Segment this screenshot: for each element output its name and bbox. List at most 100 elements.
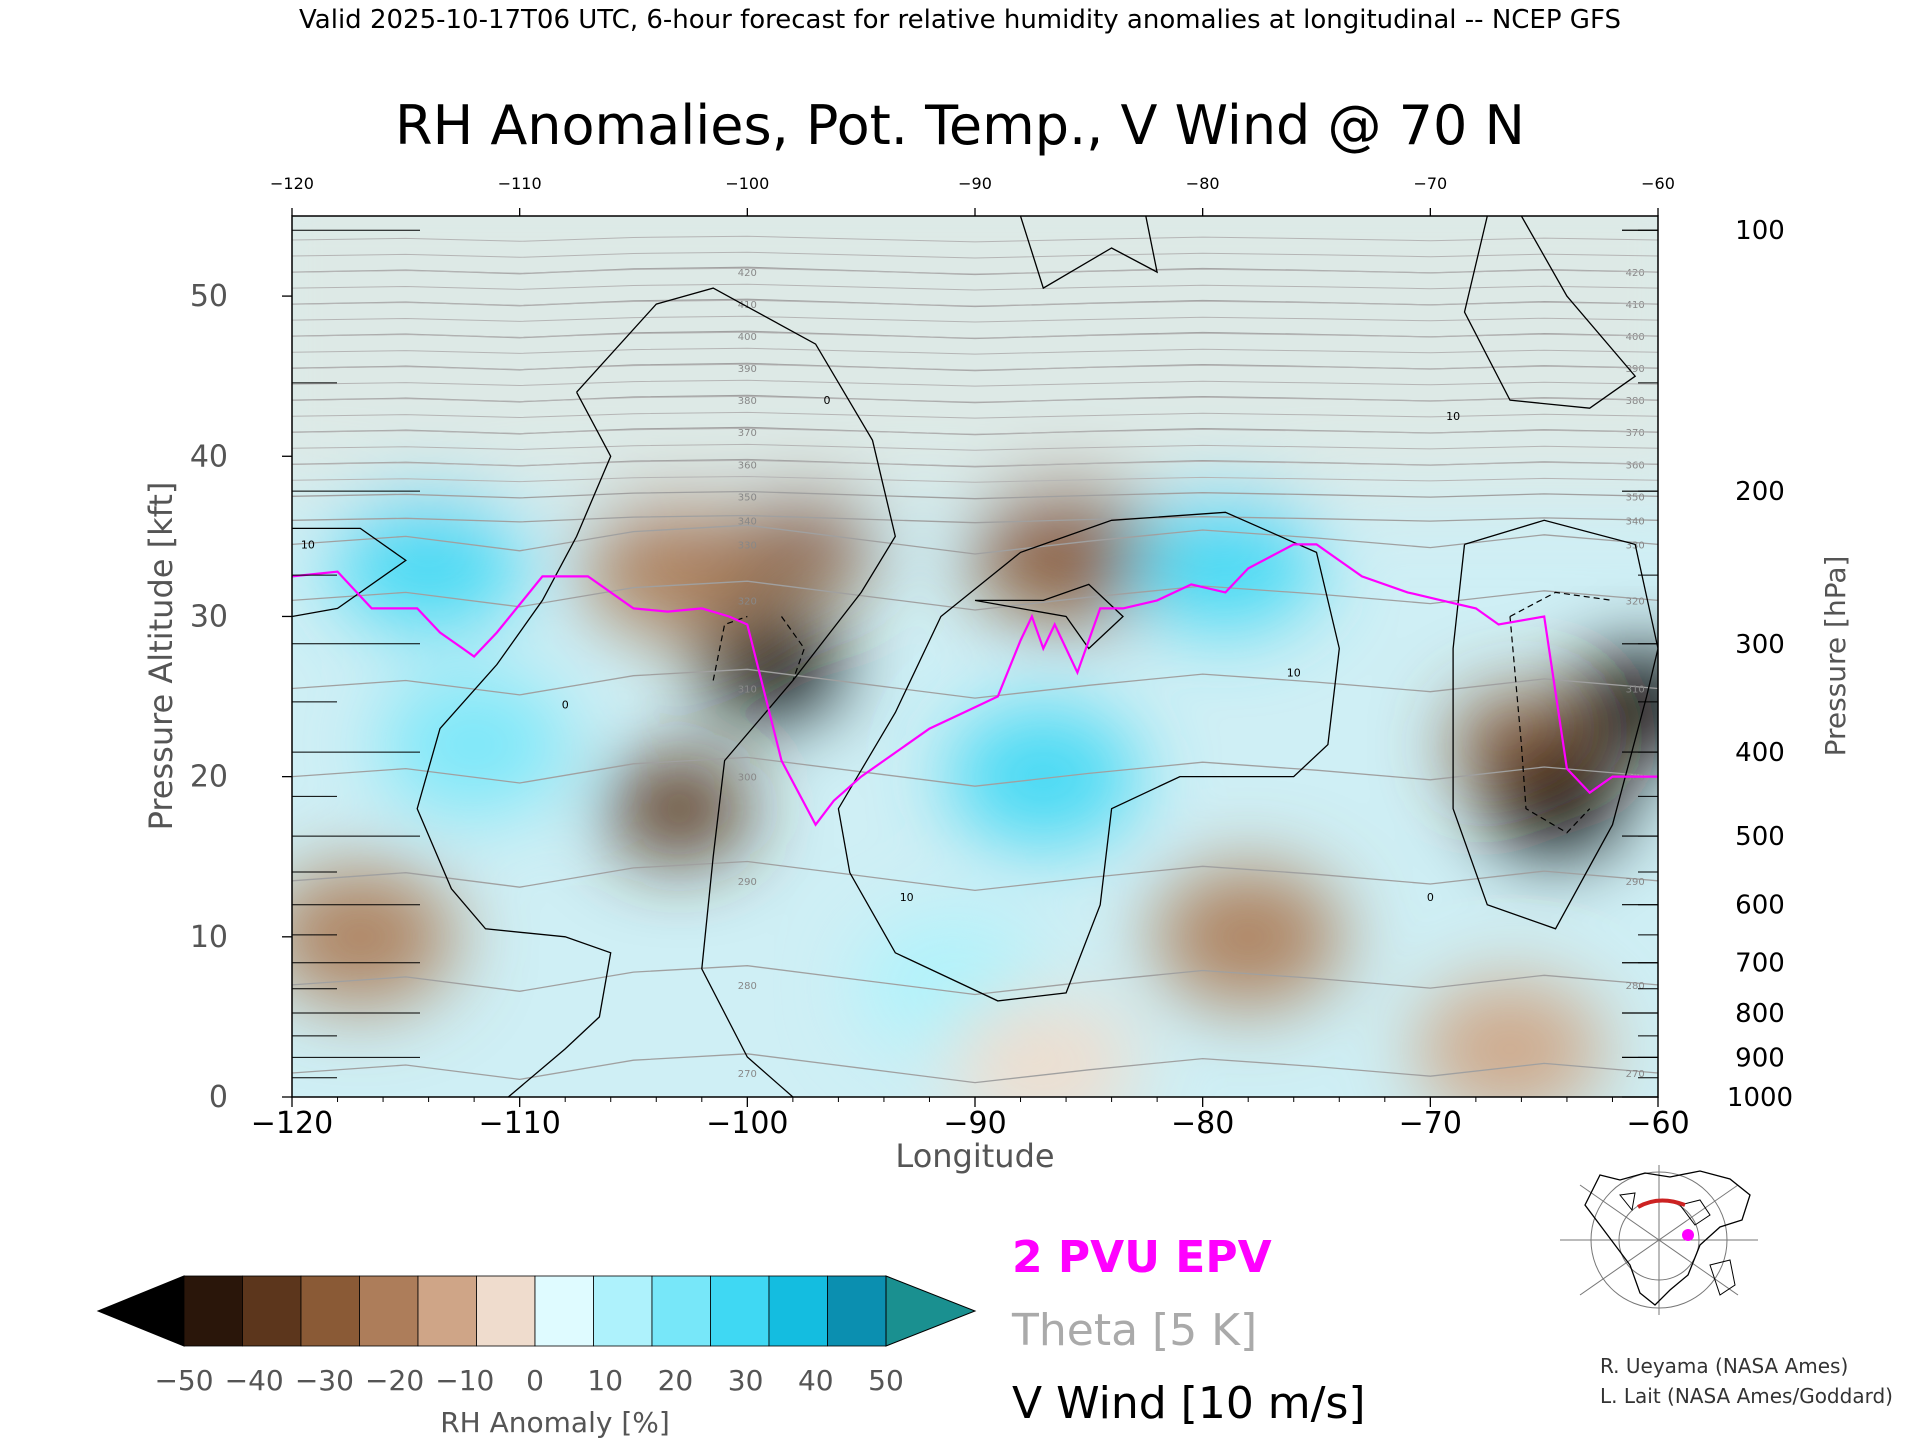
x-axis-bottom: −120 −110 −100 −90 −80 −70 −60 bbox=[251, 1097, 1690, 1141]
rh-anomaly-region bbox=[948, 706, 1139, 847]
colorbar-segment bbox=[417, 1275, 477, 1347]
theta-isentrope bbox=[292, 379, 1658, 387]
pressure-tick-label: 300 bbox=[1735, 630, 1785, 660]
theta-label: 360 bbox=[1626, 460, 1645, 471]
x-axis-top: −120 −110 −100 −90 −80 −70 −60 bbox=[270, 174, 1675, 216]
theta-isentrope bbox=[292, 475, 1658, 483]
y-axis-right: 100 200 300 400 500 600 700 800 900 1000 bbox=[1727, 216, 1793, 1113]
legend-epv: 2 PVU EPV bbox=[1012, 1232, 1272, 1283]
colorbar-tick-label: −30 bbox=[295, 1364, 354, 1397]
pressure-tick-label: 900 bbox=[1735, 1043, 1785, 1073]
legend-theta: Theta [5 K] bbox=[1011, 1305, 1257, 1356]
colorbar-tick-label: 50 bbox=[868, 1364, 904, 1397]
theta-isentrope bbox=[292, 756, 1658, 787]
colorbar-segment bbox=[768, 1275, 828, 1347]
v-wind-contour-negative bbox=[712, 615, 748, 681]
rh-anomaly-region bbox=[971, 482, 1162, 623]
rh-anomaly-region bbox=[1153, 866, 1344, 1007]
theta-label: 330 bbox=[738, 540, 757, 551]
theta-isentrope bbox=[292, 315, 1658, 323]
y-axis-right-label: Pressure [hPa] bbox=[1819, 556, 1852, 757]
colorbar-tick-label: 40 bbox=[798, 1364, 834, 1397]
v-wind-contour-labels: 0 0 10 10 10 10 0 bbox=[301, 394, 1460, 904]
colorbar-tick-label: −20 bbox=[365, 1364, 424, 1397]
pressure-tick-label: 100 bbox=[1735, 216, 1785, 246]
legend-v-wind: V Wind [10 m/s] bbox=[1012, 1378, 1366, 1429]
theta-label: 310 bbox=[738, 685, 757, 696]
theta-label: 280 bbox=[738, 981, 757, 992]
rh-anomaly-colorbar: −50 −40 −30 −20 −10 0 10 20 30 40 50 bbox=[96, 1275, 977, 1397]
rh-anomaly-region bbox=[379, 674, 570, 815]
pressure-tick-label: 700 bbox=[1735, 949, 1785, 979]
epv-2pvu-line bbox=[292, 543, 1658, 827]
pressure-tick-label: 600 bbox=[1735, 891, 1785, 921]
theta-isentrope bbox=[292, 459, 1658, 467]
theta-isentrope bbox=[292, 860, 1658, 892]
x-tick-label-top: −60 bbox=[1641, 174, 1675, 193]
theta-label: 270 bbox=[1626, 1069, 1645, 1080]
y-axis-left: 0 10 20 30 40 50 bbox=[190, 279, 292, 1115]
theta-isentrope bbox=[292, 395, 1658, 403]
theta-isentrope bbox=[292, 427, 1658, 435]
v-wind-contour-label: 10 bbox=[900, 891, 914, 904]
x-tick-label-top: −90 bbox=[958, 174, 992, 193]
theta-label: 270 bbox=[738, 1069, 757, 1080]
y-tick-label: 50 bbox=[190, 279, 228, 314]
theta-label: 390 bbox=[738, 364, 757, 375]
v-wind-contour bbox=[1463, 216, 1637, 409]
v-wind-contour bbox=[576, 287, 896, 1097]
colorbar-tick-label: 20 bbox=[658, 1364, 694, 1397]
rh-anomaly-region bbox=[1130, 490, 1321, 631]
colorbar-segment bbox=[359, 1275, 419, 1347]
x-tick-label: −70 bbox=[1399, 1106, 1462, 1141]
v-wind-contour-negative bbox=[1509, 591, 1613, 618]
colorbar-segment bbox=[476, 1275, 536, 1347]
theta-isentrope bbox=[292, 443, 1658, 451]
rh-anomaly-region bbox=[584, 498, 775, 639]
theta-label: 350 bbox=[1626, 492, 1645, 503]
theta-label: 310 bbox=[1626, 685, 1645, 696]
theta-isentrope bbox=[292, 524, 1658, 555]
theta-isentrope bbox=[292, 331, 1658, 339]
colorbar-segment bbox=[534, 1275, 594, 1347]
rh-anomaly-region bbox=[698, 612, 842, 718]
theta-label: 410 bbox=[738, 300, 757, 311]
v-wind-contour-label: 0 bbox=[824, 394, 831, 407]
credit-line-2: L. Lait (NASA Ames/Goddard) bbox=[1600, 1384, 1893, 1408]
v-wind-contours bbox=[292, 216, 1658, 1097]
theta-label: 370 bbox=[1626, 428, 1645, 439]
legend: 2 PVU EPV Theta [5 K] V Wind [10 m/s] bbox=[1011, 1232, 1366, 1429]
v-wind-contour bbox=[416, 391, 612, 1097]
v-wind-contour-label: 10 bbox=[1287, 667, 1301, 680]
v-wind-contour-negative bbox=[781, 616, 805, 681]
theta-label: 290 bbox=[738, 877, 757, 888]
theta-label: 280 bbox=[1626, 981, 1645, 992]
pressure-tick-label: 500 bbox=[1735, 822, 1785, 852]
theta-label: 400 bbox=[1626, 332, 1645, 343]
theta-label: 290 bbox=[1626, 877, 1645, 888]
y-tick-label: 30 bbox=[190, 599, 228, 634]
theta-isentrope bbox=[292, 283, 1658, 291]
theta-isentropes: 270 270 280 280 290 290 300 300 310 310 320 320 330 3… bbox=[292, 235, 1658, 1084]
pressure-tick-label: 200 bbox=[1735, 477, 1785, 507]
colorbar-segment bbox=[183, 1275, 243, 1347]
v-wind-contour bbox=[974, 583, 1124, 650]
x-tick-label-top: −110 bbox=[498, 174, 542, 193]
rh-anomaly-field bbox=[292, 216, 1658, 1097]
v-wind-contour-label: 0 bbox=[562, 699, 569, 712]
theta-label: 420 bbox=[1626, 268, 1645, 279]
v-wind-contour-label: 10 bbox=[1446, 410, 1460, 423]
pressure-tick-label: 1000 bbox=[1727, 1083, 1793, 1113]
theta-isentrope bbox=[292, 668, 1658, 699]
x-tick-label: −90 bbox=[943, 1106, 1006, 1141]
rh-anomaly-region bbox=[292, 866, 456, 1007]
theta-isentrope bbox=[292, 965, 1658, 996]
x-tick-label-top: −120 bbox=[270, 174, 314, 193]
colorbar-tick-label: 10 bbox=[587, 1364, 623, 1397]
theta-isentrope bbox=[292, 514, 1658, 524]
v-wind-contour bbox=[1019, 216, 1159, 290]
colorbar-label: RH Anomaly [%] bbox=[440, 1406, 670, 1439]
rh-anomaly-region bbox=[1484, 748, 1627, 854]
y-tick-label: 40 bbox=[190, 439, 228, 474]
